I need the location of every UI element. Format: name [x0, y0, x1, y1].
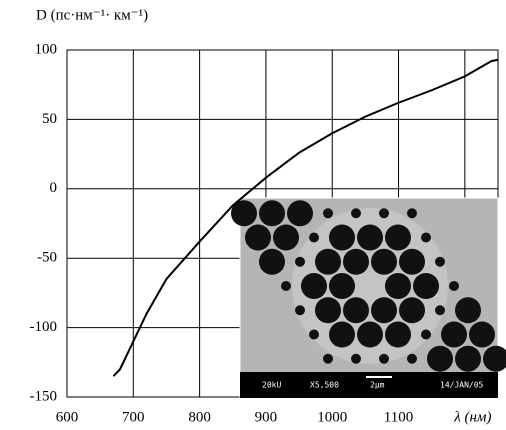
inset-hole [281, 281, 291, 291]
y-tick-label: 100 [35, 41, 58, 57]
inset-hole [483, 345, 506, 372]
y-axis-label: D (пс·нм⁻¹· км⁻¹) [36, 7, 148, 23]
inset-hole [407, 208, 417, 219]
inset-label: X5,500 [310, 381, 339, 390]
inset-hole [407, 353, 417, 364]
inset-hole [343, 248, 369, 275]
inset-hole [421, 232, 431, 243]
inset-hole [351, 353, 361, 364]
inset-hole [329, 224, 355, 251]
inset-hole [329, 273, 355, 299]
inset-hole [357, 224, 383, 251]
inset-hole [273, 224, 299, 251]
inset-hole [315, 297, 341, 324]
inset-hole [399, 248, 425, 275]
inset-hole [385, 273, 411, 299]
inset-hole [343, 297, 369, 324]
inset-hole [371, 297, 397, 324]
inset-hole [385, 224, 411, 251]
inset-label: 2μm [370, 381, 385, 390]
x-tick-label: 600 [56, 409, 79, 425]
inset-hole [449, 281, 459, 291]
inset-hole [455, 297, 481, 324]
x-axis-label: λ (нм) [453, 409, 491, 425]
inset-hole [287, 200, 313, 227]
inset-hole [371, 248, 397, 275]
y-tick-label: -50 [37, 250, 57, 266]
inset-hole [427, 345, 453, 372]
y-tick-label: -150 [30, 388, 58, 404]
x-tick-label: 700 [122, 409, 145, 425]
y-tick-label: -100 [30, 319, 58, 335]
inset-hole [295, 305, 305, 316]
inset-hole [301, 273, 327, 299]
inset-hole [315, 248, 341, 275]
inset-hole [413, 273, 439, 299]
inset-hole [323, 208, 333, 219]
inset-hole [379, 208, 389, 219]
inset-hole [309, 329, 319, 340]
inset-hole [323, 353, 333, 364]
inset-hole [421, 329, 431, 340]
inset-hole [357, 321, 383, 348]
data-line [112, 58, 499, 377]
inset-halo [292, 208, 448, 364]
x-tick-label: 1100 [384, 409, 413, 425]
inset-label: 20kU [262, 381, 281, 390]
inset-hole [295, 256, 305, 267]
inset-hole [435, 305, 445, 316]
inset-hole [259, 200, 285, 227]
inset-hole [469, 321, 495, 348]
x-tick-label: 1000 [317, 409, 347, 425]
y-tick-label: 50 [42, 111, 57, 127]
x-tick-label: 900 [255, 409, 278, 425]
inset-hole [309, 232, 319, 243]
inset-hole [329, 321, 355, 348]
x-tick-label: 800 [188, 409, 211, 425]
inset-label: 14/JAN/05 [440, 381, 484, 390]
inset-hole [245, 224, 271, 251]
inset-hole [259, 248, 285, 275]
inset-hole [379, 353, 389, 364]
inset-hole [385, 321, 411, 348]
inset-hole [435, 256, 445, 267]
y-tick-label: 0 [50, 180, 58, 196]
inset-hole [351, 208, 361, 219]
inset-hole [399, 297, 425, 324]
inset-hole [455, 345, 481, 372]
inset-hole [441, 321, 467, 348]
inset-hole [231, 200, 257, 227]
